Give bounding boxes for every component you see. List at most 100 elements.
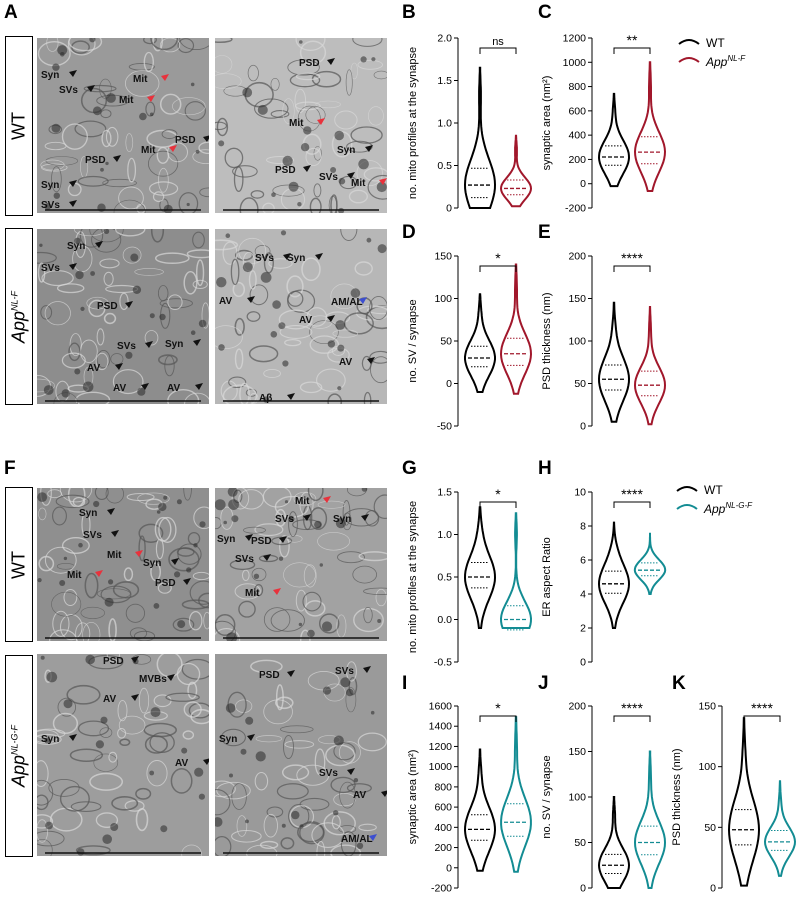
em-texture — [105, 126, 119, 147]
y-tick-label: -200 — [431, 883, 452, 895]
em-texture — [220, 728, 246, 747]
em-texture — [49, 629, 78, 641]
em-texture — [283, 734, 294, 760]
y-tick-label: -200 — [565, 203, 586, 215]
em-dense-particle — [176, 499, 182, 505]
y-tick-label: 200 — [568, 701, 586, 713]
em-label: PSD — [259, 670, 280, 681]
em-label: SVs — [319, 172, 338, 183]
violin-chart-i: synaptic area (nm²) -200 0 200 400 600 800 1000… — [407, 700, 532, 895]
y-tick-label: 200 — [434, 842, 452, 854]
em-texture — [150, 229, 165, 243]
em-dense-particle — [110, 823, 119, 831]
em-dense-particle — [260, 272, 272, 283]
legend-wt-swatch — [678, 39, 700, 45]
em-label: PSD — [97, 301, 118, 312]
em-dense-particle — [322, 686, 332, 695]
em-label: Mit — [295, 496, 310, 507]
em-texture — [346, 140, 373, 153]
y-tick-label: 800 — [434, 781, 452, 793]
em-label: SVs — [235, 554, 254, 565]
em-texture — [112, 369, 144, 395]
y-tick-label: 8 — [580, 521, 586, 533]
y-tick-label: 600 — [568, 105, 586, 117]
em-arrowhead — [359, 297, 367, 304]
em-dense-particle — [216, 277, 227, 288]
em-dense-particle — [193, 543, 198, 548]
em-label: Syn — [287, 253, 305, 264]
panel-letter-g: G — [402, 458, 417, 479]
em-dense-particle — [95, 740, 104, 749]
em-texture — [66, 684, 101, 705]
em-texture — [61, 537, 90, 554]
em-texture — [188, 702, 209, 719]
em-dense-particle — [270, 331, 278, 338]
em-label: Syn — [217, 534, 235, 545]
em-arrowhead — [273, 588, 281, 595]
em-dense-particle — [377, 244, 387, 254]
em-dense-particle — [271, 192, 276, 197]
em-arrowhead — [365, 145, 373, 152]
em-dense-particle — [299, 824, 304, 829]
em-arrowhead — [107, 508, 115, 515]
em-texture — [183, 488, 192, 501]
em-dense-particle — [370, 710, 375, 715]
significance-bracket — [743, 715, 781, 722]
em-dense-particle — [74, 368, 81, 375]
em-dense-particle — [90, 271, 95, 276]
y-tick-label: 100 — [568, 336, 586, 348]
em-texture — [198, 141, 209, 155]
em-dense-particle — [43, 385, 54, 395]
em-arrowhead — [363, 666, 371, 673]
em-arrowhead — [283, 253, 291, 260]
em-arrowhead — [303, 514, 311, 521]
em-texture — [181, 844, 202, 856]
em-texture — [332, 329, 358, 338]
em-texture — [143, 51, 154, 73]
em-texture — [119, 738, 131, 747]
y-tick-label: 4 — [580, 589, 586, 601]
em-texture — [188, 611, 203, 631]
em-texture — [353, 607, 384, 633]
y-tick-label: 1.0 — [437, 529, 452, 541]
em-label: PSD — [251, 536, 272, 547]
row-label-wt-bottom: WT — [5, 487, 33, 642]
em-dense-particle — [330, 167, 337, 173]
em-texture — [215, 325, 243, 350]
y-tick-label: 150 — [568, 293, 586, 305]
em-dense-particle — [223, 520, 227, 525]
em-texture — [102, 178, 137, 188]
em-texture — [367, 305, 387, 315]
y-tick-label: 1600 — [429, 701, 453, 713]
em-texture — [299, 797, 330, 811]
em-texture — [281, 764, 310, 781]
em-dense-particle — [299, 40, 303, 44]
em-texture — [75, 622, 91, 641]
em-texture — [144, 735, 168, 754]
em-texture — [369, 350, 387, 364]
em-dense-particle — [160, 825, 168, 833]
em-dense-particle — [350, 288, 361, 298]
em-texture — [201, 302, 209, 329]
em-texture — [299, 381, 323, 394]
em-label: Aβ — [259, 393, 272, 404]
em-dense-particle — [291, 810, 300, 820]
em-texture — [234, 583, 261, 600]
em-arrowhead — [169, 145, 177, 152]
em-texture — [234, 317, 245, 336]
em-texture — [38, 507, 47, 521]
em-texture — [280, 837, 295, 850]
em-dense-particle — [92, 106, 102, 116]
em-texture — [187, 681, 198, 700]
em-dense-particle — [366, 237, 372, 243]
em-texture — [279, 535, 290, 558]
significance-label: **** — [621, 486, 643, 502]
y-tick-label: 200 — [568, 251, 586, 263]
em-label: SVs — [41, 263, 60, 274]
significance-bracket — [613, 715, 651, 722]
em-texture — [118, 186, 144, 210]
em-label: Syn — [337, 145, 355, 156]
em-dense-particle — [89, 38, 96, 43]
em-dense-particle — [225, 233, 231, 238]
